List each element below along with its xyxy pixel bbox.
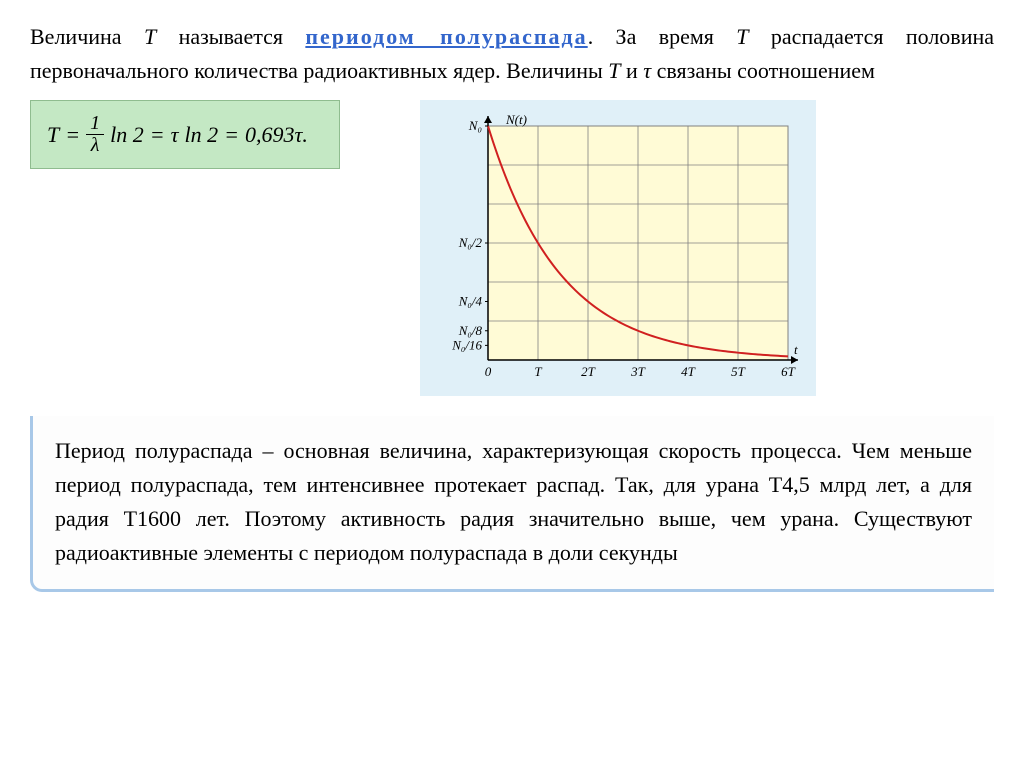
- eq-frac-num: 1: [86, 113, 104, 135]
- svg-text:T: T: [534, 364, 542, 379]
- eq-T: T: [47, 122, 59, 148]
- eq-frac-den: λ: [87, 135, 104, 156]
- eq-eq3: =: [224, 122, 239, 148]
- svg-text:t: t: [794, 342, 798, 357]
- eq-frac: 1 λ: [86, 113, 104, 156]
- svg-text:N₀/16: N₀/16: [451, 338, 482, 353]
- svg-text:2T: 2T: [581, 364, 596, 379]
- intro-post3: связаны соотношением: [651, 58, 875, 83]
- intro-T2: T: [736, 24, 748, 49]
- eq-eq1: =: [65, 122, 80, 148]
- intro-T3: T: [608, 58, 620, 83]
- eq-val: 0,693τ.: [245, 122, 308, 148]
- eq-tau: τ: [171, 122, 179, 148]
- svg-text:N₀/8: N₀/8: [458, 323, 483, 338]
- eq-ln2b: ln 2: [184, 122, 218, 148]
- intro-pre: Величина: [30, 24, 144, 49]
- svg-text:N(t): N(t): [505, 112, 527, 127]
- svg-text:N₀/4: N₀/4: [458, 294, 483, 309]
- eq-eq2: =: [150, 122, 165, 148]
- svg-text:6T: 6T: [781, 364, 796, 379]
- bottom-paragraph: Период полураспада – основная величина, …: [30, 416, 994, 591]
- svg-text:4T: 4T: [681, 364, 696, 379]
- intro-paragraph: Величина T называется периодом полураспа…: [30, 20, 994, 88]
- intro-T: T: [144, 24, 156, 49]
- mid-row: T = 1 λ ln 2 = τ ln 2 = 0,693τ. 0 T 2T 3T 4T…: [30, 100, 994, 396]
- intro-post1: . За время: [588, 24, 737, 49]
- equation-box: T = 1 λ ln 2 = τ ln 2 = 0,693τ.: [30, 100, 340, 169]
- decay-chart: 0 T 2T 3T 4T 5T 6T N₀ N₀/2 N₀/4 N₀/8N₀/16 N(t) t: [420, 100, 816, 396]
- svg-text:3T: 3T: [630, 364, 646, 379]
- svg-text:0: 0: [485, 364, 492, 379]
- svg-text:N₀/2: N₀/2: [458, 235, 483, 250]
- intro-mid1: называется: [156, 24, 305, 49]
- equation: T = 1 λ ln 2 = τ ln 2 = 0,693τ.: [47, 113, 323, 156]
- intro-tau: τ: [643, 58, 651, 83]
- intro-and: и: [621, 58, 644, 83]
- svg-text:N₀: N₀: [468, 118, 482, 133]
- chart-svg: 0 T 2T 3T 4T 5T 6T N₀ N₀/2 N₀/4 N₀/8N₀/16 N(t) t: [428, 108, 808, 388]
- bottom-text: Период полураспада – основная величина, …: [55, 438, 972, 565]
- svg-text:5T: 5T: [731, 364, 746, 379]
- eq-ln2a: ln 2: [110, 122, 144, 148]
- term-highlight: периодом полураспада: [305, 24, 587, 49]
